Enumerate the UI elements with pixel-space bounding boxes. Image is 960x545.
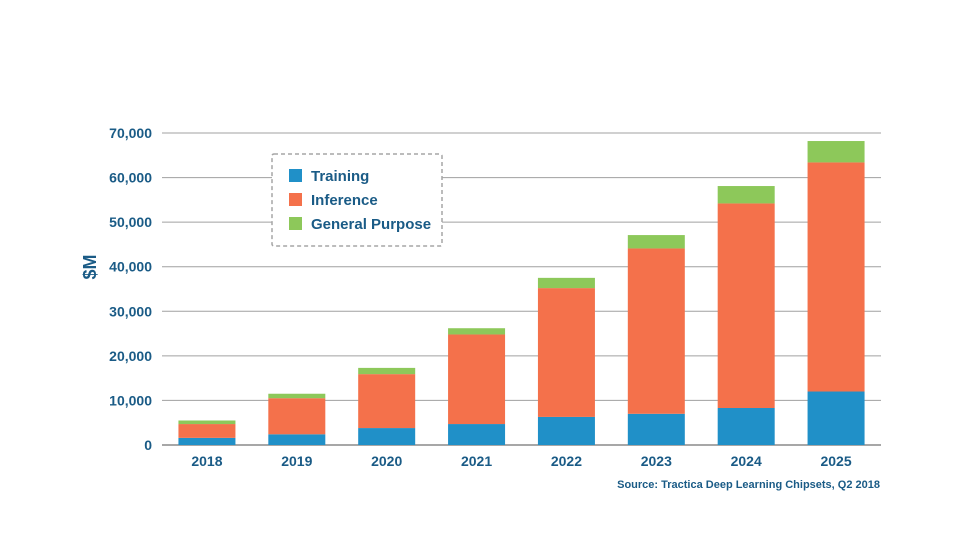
legend-border bbox=[271, 153, 443, 247]
x-axis-ticks: 2018 2019 2020 2021 2022 2023 2024 2025 bbox=[191, 453, 851, 469]
x-tick-label: 2025 bbox=[820, 453, 851, 469]
bar-training-2024 bbox=[717, 408, 775, 445]
bar-training-2019 bbox=[268, 434, 326, 445]
legend-swatch-general-purpose bbox=[289, 217, 302, 230]
bar-general-purpose-2022 bbox=[537, 277, 595, 289]
bar-inference-2022 bbox=[537, 288, 595, 417]
bar-inference-2025 bbox=[807, 162, 865, 392]
legend-label-training: Training bbox=[311, 168, 369, 185]
y-tick-label: 70,000 bbox=[109, 125, 152, 141]
x-tick-label: 2022 bbox=[551, 453, 582, 469]
bar-general-purpose-2021 bbox=[448, 328, 506, 335]
bar-general-purpose-2023 bbox=[627, 235, 685, 249]
x-tick-label: 2018 bbox=[191, 453, 222, 469]
y-tick-label: 0 bbox=[144, 437, 152, 453]
y-tick-label: 50,000 bbox=[109, 214, 152, 230]
bar-inference-2023 bbox=[627, 248, 685, 414]
bar-general-purpose-2020 bbox=[358, 367, 416, 375]
legend-label-general-purpose: General Purpose bbox=[311, 216, 431, 233]
x-tick-label: 2024 bbox=[731, 453, 762, 469]
bars bbox=[178, 141, 865, 445]
bar-inference-2020 bbox=[358, 374, 416, 429]
bar-general-purpose-2018 bbox=[178, 420, 236, 425]
bar-inference-2019 bbox=[268, 398, 326, 435]
bar-training-2021 bbox=[448, 424, 506, 445]
bar-inference-2021 bbox=[448, 334, 506, 425]
y-axis-ticks: 0 10,000 20,000 30,000 40,000 50,000 60,000 70,… bbox=[109, 125, 152, 453]
legend-swatch-training bbox=[289, 169, 302, 182]
y-tick-label: 10,000 bbox=[109, 392, 152, 408]
legend-swatch-inference bbox=[289, 193, 302, 206]
y-tick-label: 60,000 bbox=[109, 170, 152, 186]
bar-general-purpose-2024 bbox=[717, 186, 775, 204]
legend-label-inference: Inference bbox=[311, 192, 378, 209]
bar-general-purpose-2025 bbox=[807, 141, 865, 163]
source-note: Source: Tractica Deep Learning Chipsets,… bbox=[617, 479, 880, 491]
x-tick-label: 2020 bbox=[371, 453, 402, 469]
bar-training-2022 bbox=[537, 416, 595, 445]
legend: Training Inference General Purpose bbox=[271, 153, 443, 247]
x-tick-label: 2023 bbox=[641, 453, 672, 469]
y-tick-label: 20,000 bbox=[109, 348, 152, 364]
bar-training-2020 bbox=[358, 428, 416, 445]
x-tick-label: 2019 bbox=[281, 453, 312, 469]
bar-training-2018 bbox=[178, 437, 236, 445]
bar-training-2025 bbox=[807, 391, 865, 445]
bar-general-purpose-2019 bbox=[268, 393, 326, 399]
y-tick-label: 40,000 bbox=[109, 259, 152, 275]
bar-inference-2024 bbox=[717, 203, 775, 409]
y-tick-label: 30,000 bbox=[109, 303, 152, 319]
bar-inference-2018 bbox=[178, 424, 236, 438]
y-axis-label: $M bbox=[80, 254, 100, 279]
bar-training-2023 bbox=[627, 413, 685, 445]
x-tick-label: 2021 bbox=[461, 453, 492, 469]
